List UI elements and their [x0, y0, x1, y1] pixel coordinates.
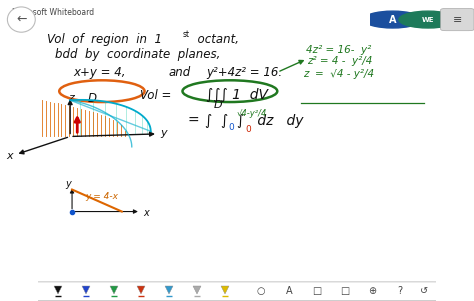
- Text: √4-y²/4: √4-y²/4: [237, 109, 267, 118]
- Text: D: D: [88, 92, 97, 105]
- FancyBboxPatch shape: [26, 282, 444, 301]
- Text: ○: ○: [256, 286, 265, 296]
- Circle shape: [364, 11, 422, 28]
- Text: ∫∫∫ 1  dV: ∫∫∫ 1 dV: [206, 88, 268, 102]
- Text: □: □: [312, 286, 321, 296]
- Text: x+y = 4,: x+y = 4,: [73, 66, 126, 79]
- Text: 0: 0: [246, 125, 251, 134]
- Text: y = 4-x: y = 4-x: [85, 191, 118, 200]
- Circle shape: [8, 7, 35, 32]
- Circle shape: [399, 11, 457, 28]
- Text: 4z² = 16-  y²: 4z² = 16- y²: [306, 45, 371, 55]
- Text: x: x: [6, 151, 13, 161]
- Text: x: x: [143, 208, 149, 218]
- Text: y²+4z² = 16.: y²+4z² = 16.: [206, 66, 283, 79]
- Text: st: st: [182, 30, 190, 39]
- Text: z  =  √4 - y²/4: z = √4 - y²/4: [303, 69, 374, 79]
- Text: y: y: [65, 178, 71, 189]
- Text: octant,: octant,: [190, 33, 238, 46]
- Text: □: □: [340, 286, 349, 296]
- Text: ×: ×: [462, 8, 468, 17]
- Text: –: –: [446, 8, 450, 17]
- Text: □: □: [453, 8, 460, 17]
- Text: Microsoft Whiteboard: Microsoft Whiteboard: [12, 8, 94, 17]
- Text: 0: 0: [228, 123, 234, 132]
- Text: ⊕: ⊕: [368, 286, 376, 296]
- Text: ∫  ∫  ∫   dz   dy: ∫ ∫ ∫ dz dy: [205, 114, 303, 128]
- FancyBboxPatch shape: [441, 8, 474, 31]
- Text: =: =: [187, 114, 199, 128]
- Text: D: D: [213, 101, 222, 110]
- Text: ←: ←: [16, 13, 27, 26]
- Text: bdd  by  coordinate  planes,: bdd by coordinate planes,: [55, 48, 220, 61]
- Text: ≡: ≡: [453, 14, 462, 25]
- Text: A: A: [389, 14, 396, 25]
- Text: ?: ?: [398, 286, 403, 296]
- Text: Vol  of  region  in  1: Vol of region in 1: [47, 33, 163, 46]
- Text: A: A: [285, 286, 292, 296]
- Text: z: z: [68, 93, 73, 103]
- Text: y: y: [160, 128, 167, 138]
- Text: WE: WE: [422, 17, 434, 23]
- Text: Vol =: Vol =: [140, 88, 171, 101]
- Text: and: and: [168, 66, 191, 79]
- Text: z² = 4 -  y²/4: z² = 4 - y²/4: [307, 56, 373, 67]
- Text: ↺: ↺: [420, 286, 428, 296]
